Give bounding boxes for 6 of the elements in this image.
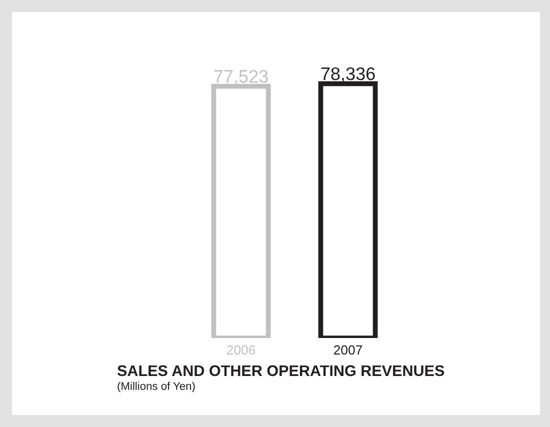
x-tick-label: 2007 <box>334 345 362 355</box>
x-tick-label: 2006 <box>226 345 256 355</box>
data-label: 77,523 <box>214 70 268 85</box>
data-label: 78,336 <box>321 67 375 82</box>
text: SALES AND OTHER OPERATING REVENUES <box>117 365 444 376</box>
text: (Millions of Yen) <box>118 382 195 392</box>
